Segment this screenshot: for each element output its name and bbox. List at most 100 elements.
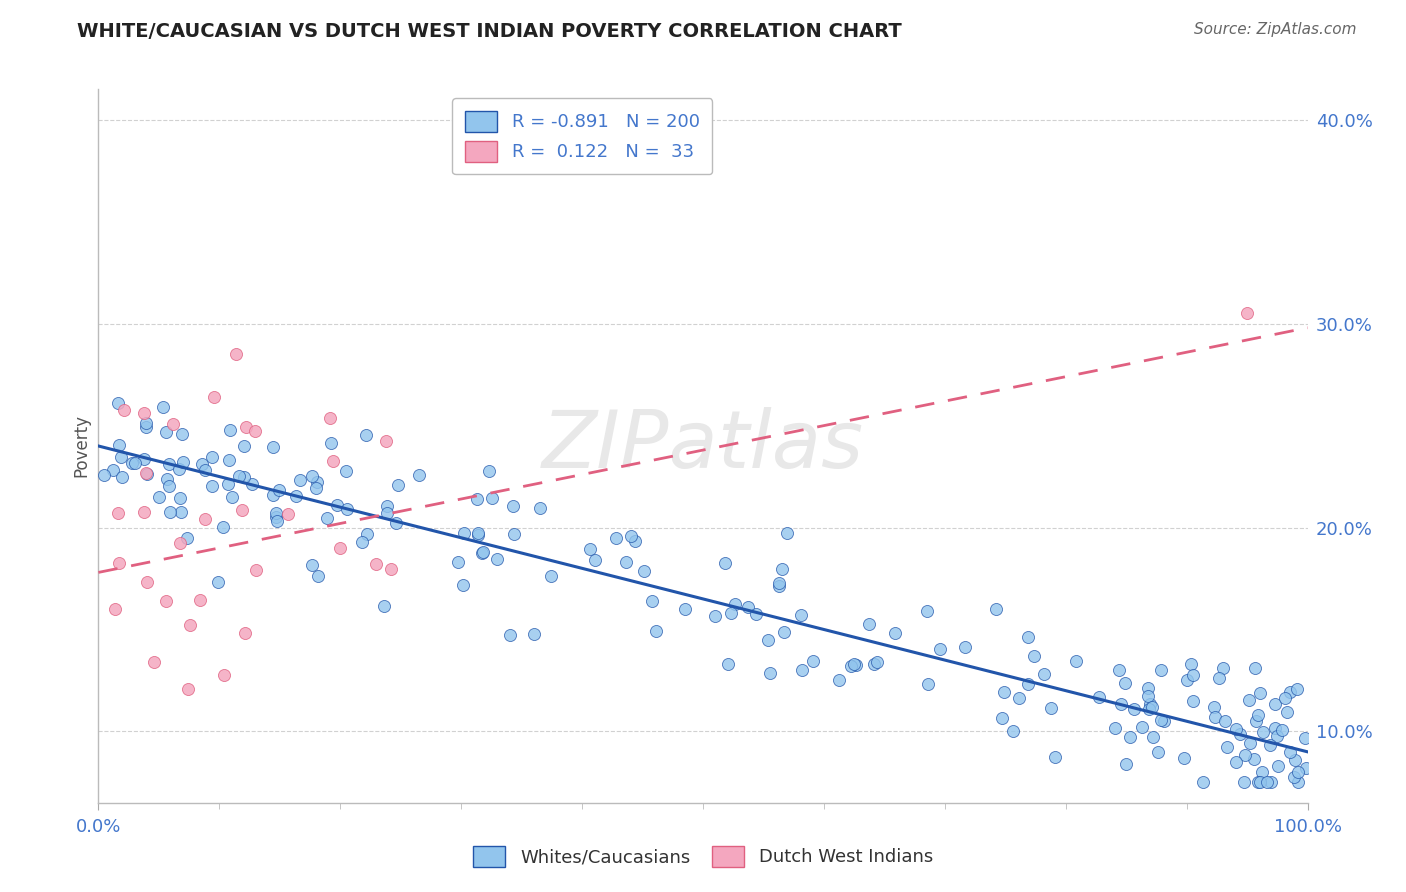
Point [155,425,177,439]
Point [1277,706,1299,720]
Point [745,607,768,621]
Point [169,536,191,550]
Point [1204,710,1226,724]
Point [169,505,191,519]
Point [1233,748,1256,763]
Point [1137,690,1160,704]
Point [207,574,229,589]
Point [1264,697,1286,711]
Point [866,655,889,669]
Point [485,552,508,566]
Point [1033,666,1056,681]
Point [1260,738,1282,752]
Point [633,564,655,578]
Point [503,527,526,541]
Point [471,545,494,559]
Point [387,478,409,492]
Point [858,616,880,631]
Point [159,505,181,519]
Point [1286,775,1309,789]
Point [375,506,398,520]
Point [135,467,157,481]
Point [107,506,129,520]
Point [169,491,191,506]
Point [156,471,179,485]
Point [644,624,666,639]
Point [720,607,742,621]
Point [93,467,115,482]
Point [583,552,606,566]
Point [228,469,250,483]
Point [523,626,546,640]
Point [354,428,377,442]
Point [245,563,267,577]
Point [984,601,1007,615]
Point [1017,677,1039,691]
Point [380,562,402,576]
Point [1024,648,1046,663]
Point [169,462,191,476]
Point [917,677,939,691]
Point [350,534,373,549]
Point [776,525,799,540]
Point [136,575,159,590]
Point [1278,685,1301,699]
Point [307,475,329,489]
Point [467,528,489,542]
Point [212,520,235,534]
Point [290,473,312,487]
Point [155,594,177,608]
Point [620,529,643,543]
Point [1150,713,1173,727]
Point [623,533,645,548]
Point [768,576,790,591]
Point [1212,661,1234,675]
Point [714,556,737,570]
Point [148,490,170,504]
Point [179,618,201,632]
Legend: Whites/Caucasians, Dutch West Indians: Whites/Caucasians, Dutch West Indians [465,838,941,874]
Point [364,557,387,571]
Point [201,450,224,464]
Point [101,463,124,477]
Point [703,609,725,624]
Point [801,654,824,668]
Point [157,457,180,471]
Point [1229,727,1251,741]
Point [240,477,263,491]
Point [322,454,344,468]
Point [135,420,157,434]
Point [991,711,1014,725]
Point [221,490,243,504]
Point [716,657,738,672]
Point [172,454,194,468]
Point [1108,663,1130,677]
Point [305,481,328,495]
Text: Source: ZipAtlas.com: Source: ZipAtlas.com [1194,22,1357,37]
Point [177,682,200,697]
Point [217,477,239,491]
Point [467,526,489,541]
Point [1115,757,1137,772]
Point [375,434,398,448]
Point [356,526,378,541]
Point [267,483,290,498]
Point [335,464,357,478]
Point [200,479,222,493]
Point [284,489,307,503]
Point [863,657,886,671]
Point [1286,764,1309,779]
Point [1251,725,1274,739]
Point [993,685,1015,699]
Point [107,395,129,409]
Point [301,468,323,483]
Point [132,406,155,420]
Point [336,501,359,516]
Point [1181,668,1204,682]
Point [641,594,664,608]
Point [675,602,697,616]
Point [1114,676,1136,690]
Point [225,347,247,361]
Point [114,403,136,417]
Point [1274,690,1296,705]
